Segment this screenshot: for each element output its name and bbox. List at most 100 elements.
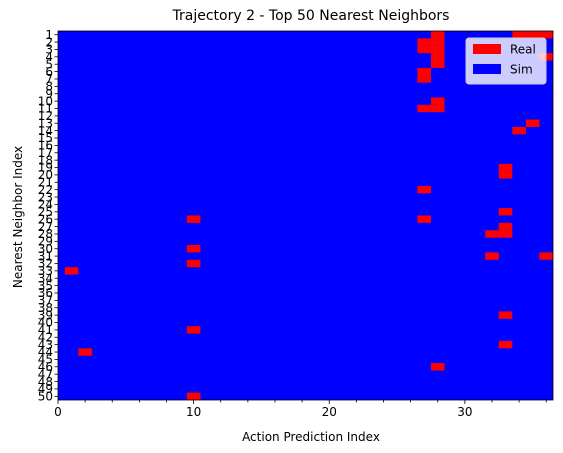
axes (57, 30, 554, 401)
y-tick-label: 29 (38, 235, 53, 249)
real-cell (512, 126, 526, 135)
y-tick-label: 48 (38, 375, 53, 389)
real-cell (498, 340, 513, 349)
chart-title: Trajectory 2 - Top 50 Nearest Neighbors (172, 8, 450, 24)
real-cell (512, 31, 526, 39)
real-cell (539, 252, 553, 260)
real-cell (430, 53, 445, 61)
real-cell (186, 215, 201, 223)
real-cell (498, 311, 513, 319)
y-tick-label: 32 (38, 257, 53, 271)
y-tick-label: 39 (38, 308, 53, 322)
real-cell (498, 222, 513, 231)
y-tick-label: 19 (38, 161, 53, 175)
real-cell (78, 348, 92, 356)
y-tick-label: 4 (45, 50, 53, 64)
y-tick-label: 20 (38, 168, 53, 182)
y-tick-label: 2 (45, 35, 53, 49)
real-cell (498, 230, 513, 238)
real-cell (430, 97, 445, 105)
real-cell (539, 31, 553, 39)
y-tick-label: 9 (45, 87, 53, 101)
y-tick-label: 16 (38, 139, 53, 153)
y-tick-label: 22 (38, 183, 53, 197)
y-tick-label: 47 (38, 367, 53, 381)
y-tick-label: 11 (38, 102, 53, 116)
sim-background (58, 31, 553, 400)
real-cell (186, 245, 201, 253)
y-tick-label: 26 (38, 212, 53, 226)
real-cell (417, 67, 431, 76)
x-axis-label: Action Prediction Index (242, 430, 380, 444)
legend-label-real: Real (510, 43, 536, 57)
legend-swatch-real (473, 44, 501, 54)
x-axis-ticks: 0 10 20 30 (54, 400, 547, 419)
y-tick-label: 44 (38, 345, 53, 359)
real-cell (485, 252, 499, 260)
y-tick-label: 17 (38, 146, 53, 160)
y-tick-label: 5 (45, 57, 53, 71)
real-cell (64, 267, 79, 275)
y-tick-label: 6 (45, 65, 53, 79)
y-tick-label: 45 (38, 353, 53, 367)
y-tick-label: 35 (38, 279, 53, 293)
y-tick-label: 13 (38, 116, 53, 130)
y-tick-label: 37 (38, 294, 53, 308)
y-axis-ticks: 1234567891011121314151617181920212223242… (38, 28, 58, 404)
y-tick-label: 31 (38, 249, 53, 263)
real-cell (417, 215, 431, 223)
real-cell (498, 171, 513, 179)
y-axis-label: Nearest Neighbor Index (11, 146, 25, 288)
real-cell (430, 38, 445, 46)
real-cell (417, 185, 431, 194)
real-cell (430, 104, 445, 113)
y-tick-label: 3 (45, 43, 53, 57)
real-cell (417, 75, 431, 83)
real-cell (430, 31, 445, 39)
real-cell (525, 119, 540, 127)
real-cell (186, 259, 201, 268)
y-tick-label: 42 (38, 330, 53, 344)
real-cell (498, 208, 513, 216)
real-cell (417, 45, 431, 54)
y-tick-label: 34 (38, 271, 53, 285)
y-tick-label: 21 (38, 175, 53, 189)
y-tick-label: 50 (38, 390, 53, 404)
real-cell (417, 104, 431, 113)
legend-label-sim: Sim (510, 63, 533, 77)
y-tick-label: 24 (38, 198, 53, 212)
y-tick-label: 27 (38, 220, 53, 234)
y-tick-label: 1 (45, 28, 53, 42)
y-tick-label: 38 (38, 301, 53, 315)
legend-swatch-sim (473, 64, 501, 74)
y-tick-label: 23 (38, 190, 53, 204)
x-tick-label: 30 (457, 405, 472, 419)
plot-frame (57, 30, 554, 401)
x-tick-label: 20 (322, 405, 337, 419)
y-tick-label: 18 (38, 153, 53, 167)
y-tick-label: 12 (38, 109, 53, 123)
y-tick-label: 46 (38, 360, 53, 374)
y-tick-label: 43 (38, 338, 53, 352)
y-tick-label: 8 (45, 80, 53, 94)
y-tick-label: 14 (38, 124, 53, 138)
real-cell (186, 392, 201, 400)
y-tick-label: 40 (38, 316, 53, 330)
legend: Real Sim (465, 37, 547, 85)
x-tick-label: 10 (186, 405, 201, 419)
real-cell (430, 60, 445, 68)
real-cell (186, 326, 201, 334)
real-cell (417, 38, 431, 46)
y-tick-label: 49 (38, 382, 53, 396)
y-tick-label: 41 (38, 323, 53, 337)
real-cell (485, 230, 499, 238)
real-cell (430, 363, 445, 371)
real-cell (525, 31, 540, 39)
real-cell (430, 45, 445, 54)
y-tick-label: 7 (45, 72, 53, 86)
real-cell (498, 163, 513, 172)
y-tick-label: 33 (38, 264, 53, 278)
y-tick-label: 15 (38, 131, 53, 145)
y-tick-label: 28 (38, 227, 53, 241)
